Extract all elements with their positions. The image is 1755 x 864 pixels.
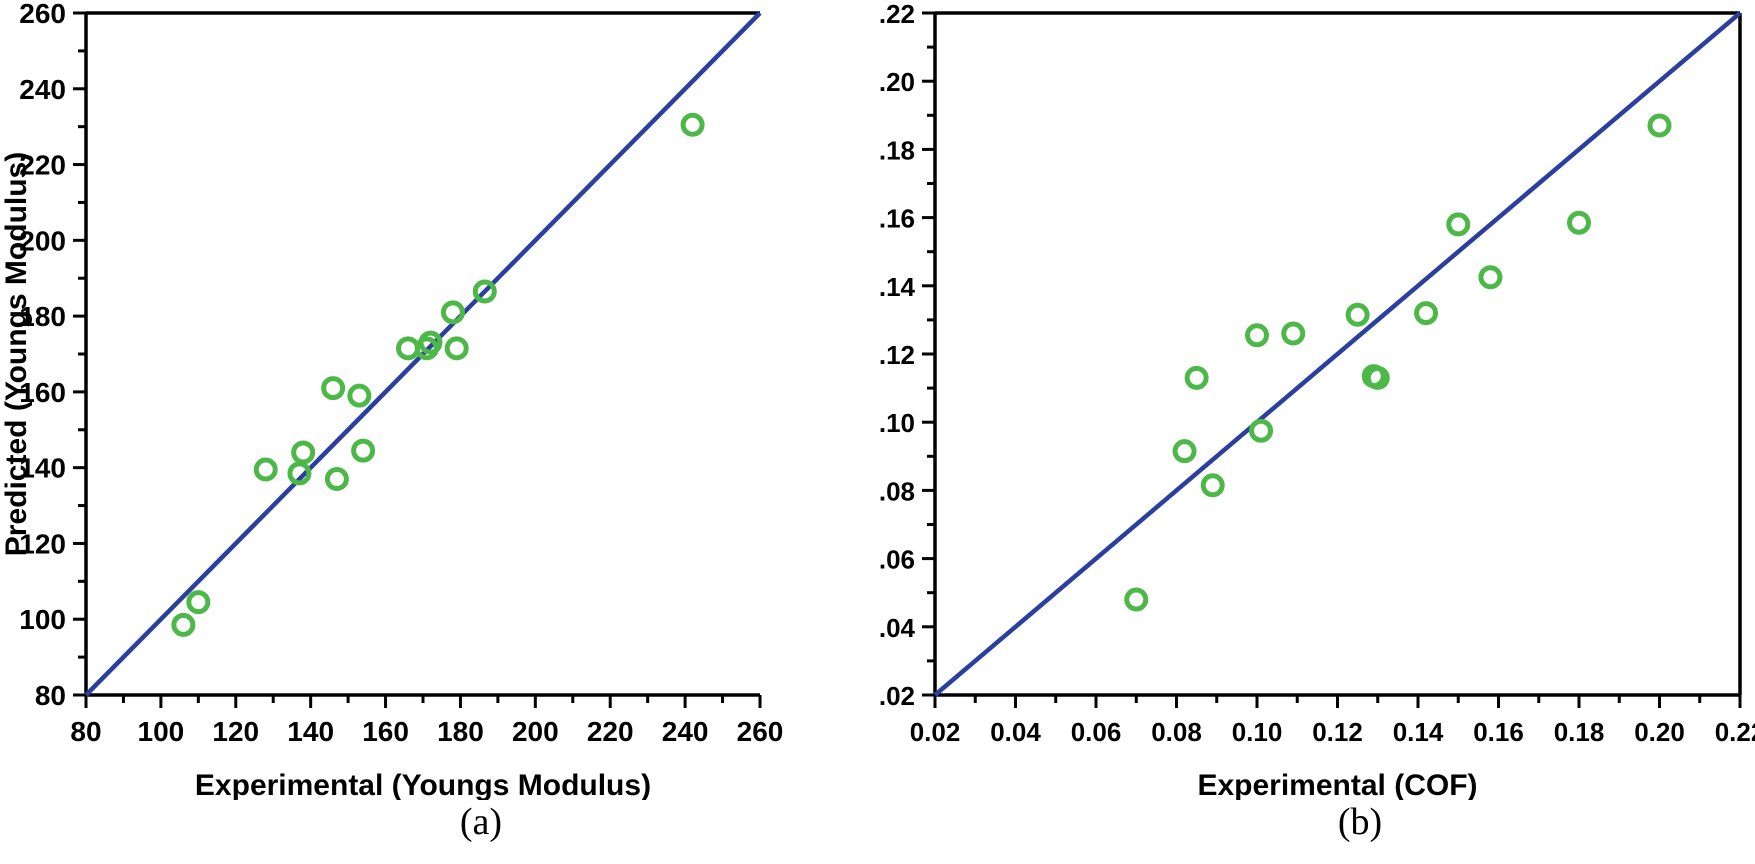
y-tick-label: 0.22 xyxy=(878,0,915,29)
data-point xyxy=(1124,587,1149,612)
data-point xyxy=(1184,365,1209,390)
x-tick-label: 0.16 xyxy=(1473,717,1524,747)
panel-caption-b: (b) xyxy=(1337,801,1383,843)
x-tick-label: 0.20 xyxy=(1634,717,1685,747)
data-point xyxy=(418,330,443,355)
data-point xyxy=(1281,321,1306,346)
chart-panel-b: 0.02 0.04 0.06 0.08 0.10 0.12 0.14 0.16 0.18 0.20… xyxy=(804,0,1755,864)
data-point xyxy=(186,590,211,615)
y-tick-label: 0.02 xyxy=(878,681,915,711)
y-tick-label: 0.10 xyxy=(878,408,915,438)
y-tick-label: 0.20 xyxy=(878,67,915,97)
x-tick-label: 120 xyxy=(212,716,259,747)
data-point xyxy=(440,300,465,325)
y-tick-label: 200 xyxy=(19,225,66,256)
reference-line-identity xyxy=(933,11,1742,697)
data-point xyxy=(1567,210,1591,235)
x-tick-label: 0.06 xyxy=(1071,717,1122,747)
y-tick-label: 0.06 xyxy=(878,545,915,575)
x-axis-title: Experimental (COF) xyxy=(1197,769,1477,800)
y-tick-label: 240 xyxy=(19,74,66,105)
x-tick-label: 180 xyxy=(437,716,484,747)
data-point xyxy=(1345,302,1370,327)
data-point xyxy=(291,440,316,465)
y-tick-label: 260 xyxy=(19,0,66,29)
x-tick-label: 220 xyxy=(587,716,634,747)
data-point xyxy=(1172,439,1197,464)
x-tick-label: 0.14 xyxy=(1393,717,1444,747)
x-tick-label: 200 xyxy=(512,716,559,747)
y-tick-label: 0.12 xyxy=(878,340,915,370)
x-tick-label: 0.10 xyxy=(1232,717,1283,747)
y-tick-label: 120 xyxy=(19,528,66,559)
y-tick-label: 140 xyxy=(19,453,66,484)
data-point xyxy=(1446,212,1471,237)
data-point xyxy=(1249,418,1274,443)
y-axis-title: Predicted (Youngs Modulus) xyxy=(0,152,33,556)
reference-line-identity xyxy=(84,11,762,697)
x-tick-label: 140 xyxy=(287,716,334,747)
x-tick-label: 0.08 xyxy=(1151,717,1202,747)
data-point-group xyxy=(171,112,705,637)
data-point xyxy=(321,376,346,401)
x-tick-label: 0.18 xyxy=(1554,717,1605,747)
y-tick-label: 0.04 xyxy=(878,613,916,643)
data-point xyxy=(351,438,376,463)
y-tick-label: 0.16 xyxy=(878,204,915,234)
scatter-plot-a: 80 100 120 140 160 180 200 220 240 260 80 100 120 140… xyxy=(0,0,784,802)
x-tick-label: 0.22 xyxy=(1715,717,1755,747)
data-point xyxy=(1647,113,1672,138)
scatter-plot-b: 0.02 0.04 0.06 0.08 0.10 0.12 0.14 0.16 0.18 0.20… xyxy=(804,0,1755,802)
panel-caption-a: (a) xyxy=(459,801,503,843)
data-point xyxy=(396,336,421,361)
y-tick-label: 100 xyxy=(19,604,66,635)
data-point xyxy=(1200,473,1225,498)
x-axis-title: Experimental (Youngs Modulus) xyxy=(195,769,651,800)
y-tick-label: 0.14 xyxy=(878,272,916,302)
y-tick-label: 80 xyxy=(35,680,66,711)
data-point xyxy=(472,279,497,304)
x-tick-label: 80 xyxy=(70,716,101,747)
data-point-group xyxy=(1124,113,1672,612)
x-tick-label: 100 xyxy=(138,716,185,747)
data-point xyxy=(1365,365,1390,390)
y-tick-label: 220 xyxy=(19,150,66,181)
data-point xyxy=(1478,265,1503,290)
x-tick-label: 240 xyxy=(662,716,709,747)
data-point xyxy=(680,112,705,137)
y-tick-label: 0.18 xyxy=(878,135,915,165)
data-point xyxy=(171,612,196,637)
x-tick-label: 0.04 xyxy=(990,717,1041,747)
y-tick-label: 0.08 xyxy=(878,476,915,506)
x-tick-label: 0.02 xyxy=(910,717,961,747)
data-point xyxy=(347,383,372,408)
data-point xyxy=(1414,301,1439,326)
y-tick-label: 160 xyxy=(19,377,66,408)
data-point xyxy=(253,457,278,482)
chart-panel-a: 80 100 120 140 160 180 200 220 240 260 80 100 120 140… xyxy=(0,0,877,864)
data-point xyxy=(444,336,469,361)
x-tick-label: 260 xyxy=(737,716,784,747)
data-point xyxy=(1245,323,1269,348)
x-tick-label: 160 xyxy=(362,716,409,747)
data-point xyxy=(324,467,349,492)
y-tick-label: 180 xyxy=(19,301,66,332)
x-tick-label: 0.12 xyxy=(1312,717,1363,747)
